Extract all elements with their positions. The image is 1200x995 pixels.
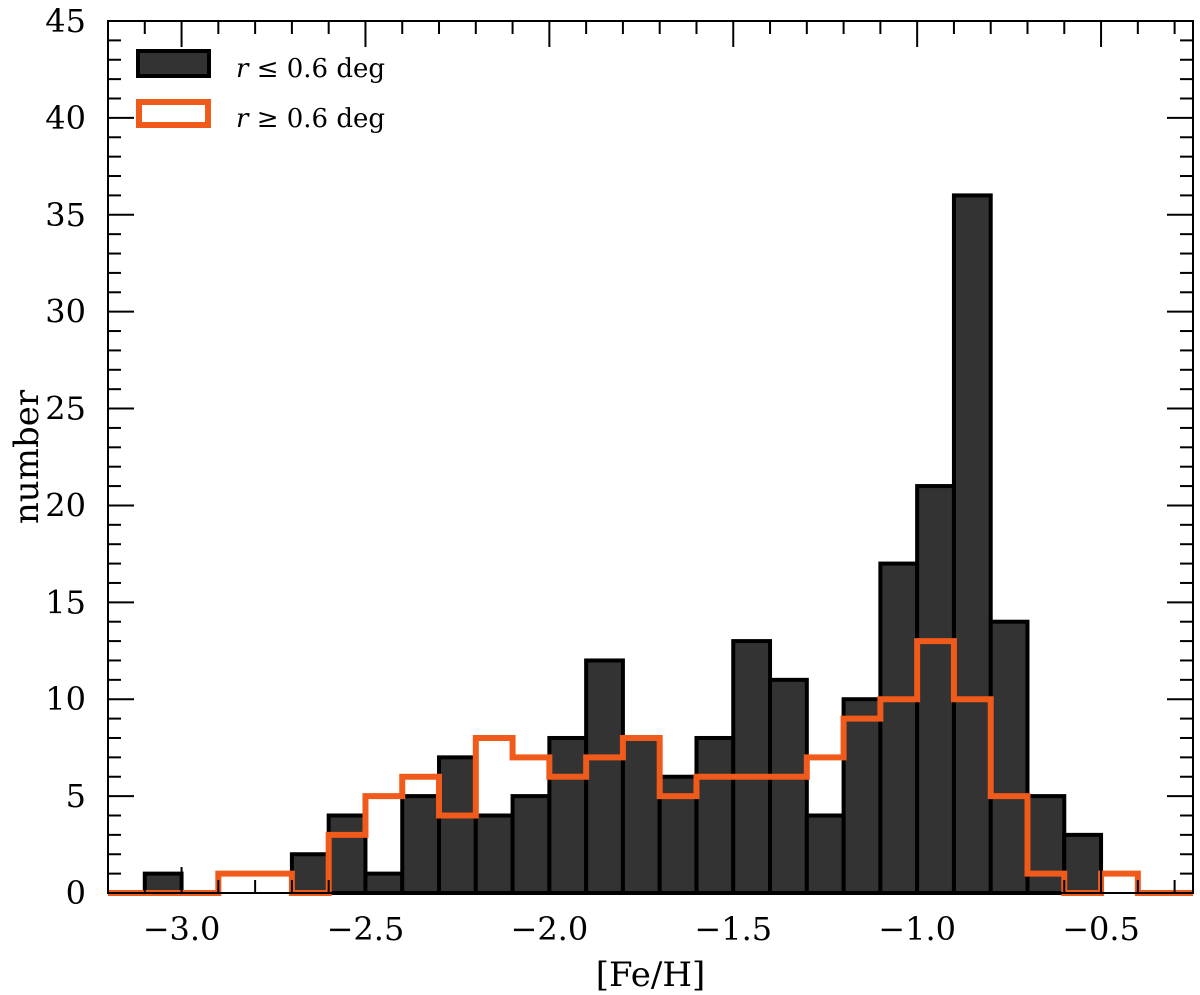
- dark-bar: [620, 735, 662, 895]
- legend-label-dark-rest: ≤ 0.6 deg: [248, 54, 385, 84]
- x-tick-label: −1.0: [878, 910, 956, 948]
- y-tick-label: 35: [45, 196, 86, 234]
- dark-bar: [951, 193, 993, 895]
- orange-step-line: [108, 638, 1193, 896]
- dark-bar: [473, 813, 515, 895]
- legend-label-dark: r ≤ 0.6 deg: [236, 54, 385, 84]
- dark-bar: [584, 658, 625, 896]
- y-tick-label: 45: [45, 2, 86, 40]
- axis-ticks: [107, 20, 1193, 894]
- y-tick-label: 0: [66, 874, 86, 912]
- dark-bar: [400, 794, 442, 895]
- legend-label-orange-rest: ≥ 0.6 deg: [248, 104, 385, 134]
- dark-bar: [1025, 794, 1067, 895]
- orange-step-histogram: [108, 638, 1193, 896]
- legend-swatch-dark: [136, 49, 211, 78]
- x-tick-label: −2.0: [511, 910, 589, 948]
- legend-label-orange: r ≥ 0.6 deg: [236, 104, 385, 134]
- dark-bar: [731, 639, 773, 895]
- dark-bar: [804, 813, 846, 895]
- dark-bar: [547, 735, 589, 895]
- dark-bar: [363, 871, 405, 895]
- dark-bar: [915, 484, 956, 895]
- y-tick-label: 25: [45, 390, 86, 428]
- y-tick-label: 5: [66, 777, 86, 815]
- dark-bar: [1062, 832, 1104, 895]
- dark-bar: [289, 852, 331, 895]
- dark-bar: [510, 794, 552, 895]
- dark-bar: [878, 561, 920, 895]
- x-axis-title: [Fe/H]: [596, 955, 706, 995]
- dark-bar: [326, 813, 368, 895]
- y-tick-label: 40: [45, 99, 86, 137]
- x-tick-label: −0.5: [1062, 910, 1140, 948]
- plot-frame: [107, 20, 1194, 894]
- dark-bar: [694, 735, 736, 895]
- x-tick-label: −1.5: [694, 910, 772, 948]
- dark-histogram: [142, 193, 1104, 896]
- dark-bar: [988, 619, 1030, 895]
- x-tick-label: −2.5: [327, 910, 405, 948]
- x-tick-label: −3.0: [143, 910, 221, 948]
- legend-label-dark-var: r: [236, 54, 250, 84]
- dark-bar: [841, 697, 883, 895]
- y-tick-label: 30: [45, 293, 86, 331]
- y-tick-labels: 0 5 10 15 20 25 30 35 40 45: [45, 2, 86, 912]
- legend: r ≤ 0.6 deg r ≥ 0.6 deg: [136, 49, 385, 134]
- y-tick-label: 20: [45, 486, 86, 524]
- y-axis-title: number: [7, 389, 47, 524]
- dark-bar: [437, 755, 478, 895]
- dark-bar: [768, 677, 809, 895]
- legend-label-orange-var: r: [236, 104, 250, 134]
- y-tick-label: 15: [45, 583, 86, 621]
- y-tick-label: 10: [45, 680, 86, 718]
- legend-swatch-orange: [136, 99, 211, 128]
- x-tick-labels: −3.0 −2.5 −2.0 −1.5 −1.0 −0.5: [143, 910, 1140, 948]
